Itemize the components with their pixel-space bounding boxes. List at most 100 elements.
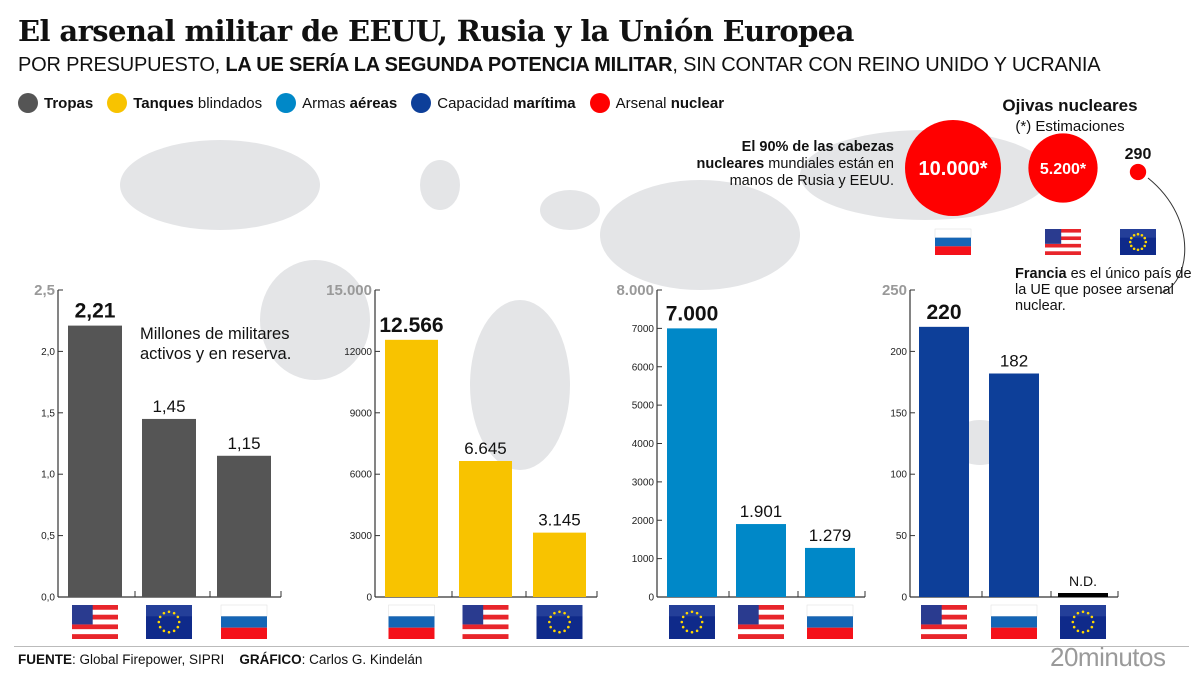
legend-label: Armas — [302, 94, 350, 112]
bar-ue — [667, 328, 717, 597]
y-tick-label: 9000 — [350, 408, 373, 419]
flag-ue-icon — [146, 605, 192, 639]
y-tick-label: 50 — [896, 531, 908, 542]
y-tick-label: 2,5 — [34, 282, 55, 299]
y-tick-label: 200 — [890, 347, 907, 358]
y-tick-label: 0 — [648, 593, 654, 604]
nuclear-note-bold: El 90% de las cabezas nucleares — [696, 139, 895, 172]
bar-value-label: 2,21 — [75, 300, 116, 323]
graphic-label: GRÁFICO — [239, 652, 302, 667]
y-tick-label: 1,5 — [41, 408, 55, 419]
bar-eeuu — [68, 325, 122, 597]
subtitle: POR PRESUPUESTO, LA UE SERÍA LA SEGUNDA … — [18, 54, 1101, 77]
subtitle-part2: , SIN CONTAR CON REINO UNIDO Y UCRANIA — [672, 54, 1101, 76]
nuclear-value-label: 5.200* — [1040, 161, 1087, 178]
landmass-shape — [260, 260, 370, 380]
landmass-shape — [600, 180, 800, 290]
y-tick-label: 6000 — [632, 362, 655, 373]
bar-eeuu — [919, 326, 969, 597]
nuclear-value-label: 10.000* — [919, 158, 988, 180]
subtitle-part1: POR PRESUPUESTO, — [18, 54, 226, 76]
landmass-shape — [120, 140, 320, 230]
flag-ue-icon — [1120, 229, 1156, 255]
bar-eeuu — [736, 524, 786, 597]
bar-value-label: 1,45 — [152, 397, 185, 416]
footer: FUENTE: Global Firepower, SIPRI GRÁFICO:… — [18, 652, 422, 667]
nuclear-note: El 90% de las cabezas nucleares mundiale… — [690, 139, 895, 190]
legend-label: marítima — [513, 94, 576, 112]
legend-dot-icon — [411, 93, 432, 113]
y-tick-label: 2000 — [632, 516, 655, 527]
legend-item-tropas: Tropas — [18, 93, 93, 113]
y-tick-label: 0,0 — [41, 593, 55, 604]
y-tick-label: 2,0 — [41, 347, 55, 358]
bar-chart-3: 0 1000 2000 3000 4000 5000 6000 7000 8.000 7.000 1… — [616, 282, 866, 604]
y-tick-label: 1000 — [632, 554, 655, 565]
nuclear-bubble-eeuu — [1028, 133, 1098, 203]
y-tick-label: 3000 — [350, 531, 373, 542]
francia-note: Francia es el único país de la UE que po… — [1015, 266, 1201, 314]
flag-rusia-icon — [990, 604, 1038, 639]
legend-label: Capacidad — [437, 94, 514, 112]
connector-line — [1147, 177, 1186, 294]
y-tick-label: 0 — [366, 593, 372, 604]
bar-rusia — [805, 547, 855, 597]
francia-bold: Francia — [1015, 266, 1067, 282]
flag-ue-icon — [1060, 605, 1106, 639]
bar-ue — [533, 532, 586, 597]
landmass-shape — [420, 160, 460, 210]
bar-chart-4: 0 50 100 150 200 250 220 182 N.D. — [882, 282, 1119, 604]
landmass-shape — [470, 300, 570, 470]
bar-value-label: 1,15 — [227, 434, 260, 453]
bar-rusia — [217, 455, 271, 597]
bar-ue — [142, 418, 196, 597]
flag-rusia-icon — [388, 604, 435, 639]
source-label: FUENTE — [18, 652, 72, 667]
y-tick-label: 15.000 — [326, 282, 372, 299]
graphic-credit: : Carlos G. Kindelán — [301, 652, 423, 667]
y-tick-label: 1,0 — [41, 470, 55, 481]
flag-eeuu-icon — [921, 605, 967, 639]
legend-dot-icon — [276, 93, 297, 113]
page-title: El arsenal militar de EEUU, Rusia y la U… — [18, 14, 854, 48]
y-tick-label: 0,5 — [41, 531, 55, 542]
y-tick-label: 6000 — [350, 470, 373, 481]
legend-item-tanques: Tanques blindados — [107, 93, 262, 113]
nuclear-value-label: 290 — [1125, 146, 1152, 163]
y-tick-label: 150 — [890, 408, 907, 419]
bar-chart-2: 0 3000 6000 9000 12000 15.000 12.566 6.645 3.145 — [326, 282, 598, 604]
flag-eeuu-icon — [72, 605, 118, 639]
nuclear-subtitle: (*) Estimaciones — [1015, 118, 1125, 135]
y-tick-label: 250 — [882, 282, 907, 299]
troops-note: Millones de militares activos y en reser… — [140, 325, 292, 363]
y-tick-label: 0 — [901, 593, 907, 604]
legend-dot-icon — [589, 93, 610, 113]
nuclear-title: Ojivas nucleares — [1002, 96, 1138, 115]
legend-dot-icon — [18, 93, 38, 113]
legend-dot-icon — [107, 93, 128, 113]
legend-item-maritima: Capacidad marítima — [411, 93, 576, 113]
brand-logo: 20minutos — [1050, 642, 1166, 672]
footer-divider — [14, 646, 1189, 647]
world-map-background — [120, 130, 1050, 470]
legend-item-nuclear: Arsenal nuclear — [589, 93, 724, 113]
landmass-shape — [540, 190, 600, 230]
legend-label: Tanques — [133, 94, 194, 112]
legend-label: Tropas — [44, 94, 94, 112]
nuclear-bubble-ue — [1129, 163, 1147, 181]
y-tick-label: 7000 — [632, 324, 655, 335]
y-tick-label: 12000 — [344, 347, 372, 358]
source: : Global Firepower, SIPRI — [72, 652, 225, 667]
y-tick-label: 4000 — [632, 439, 655, 450]
bar-value-label: 3.145 — [538, 511, 581, 530]
flag-eeuu-icon — [738, 605, 784, 639]
bar-value-label: 220 — [926, 301, 961, 324]
subtitle-bold: LA UE SERÍA LA SEGUNDA POTENCIA MILITAR — [225, 54, 673, 76]
flag-ue-icon — [536, 605, 583, 639]
flag-ue-icon — [669, 605, 715, 639]
flag-rusia-icon — [934, 228, 972, 255]
nuclear-bubble-rusia — [905, 120, 1001, 216]
bar-value-label: N.D. — [1069, 573, 1097, 589]
flag-rusia-icon — [806, 604, 854, 639]
